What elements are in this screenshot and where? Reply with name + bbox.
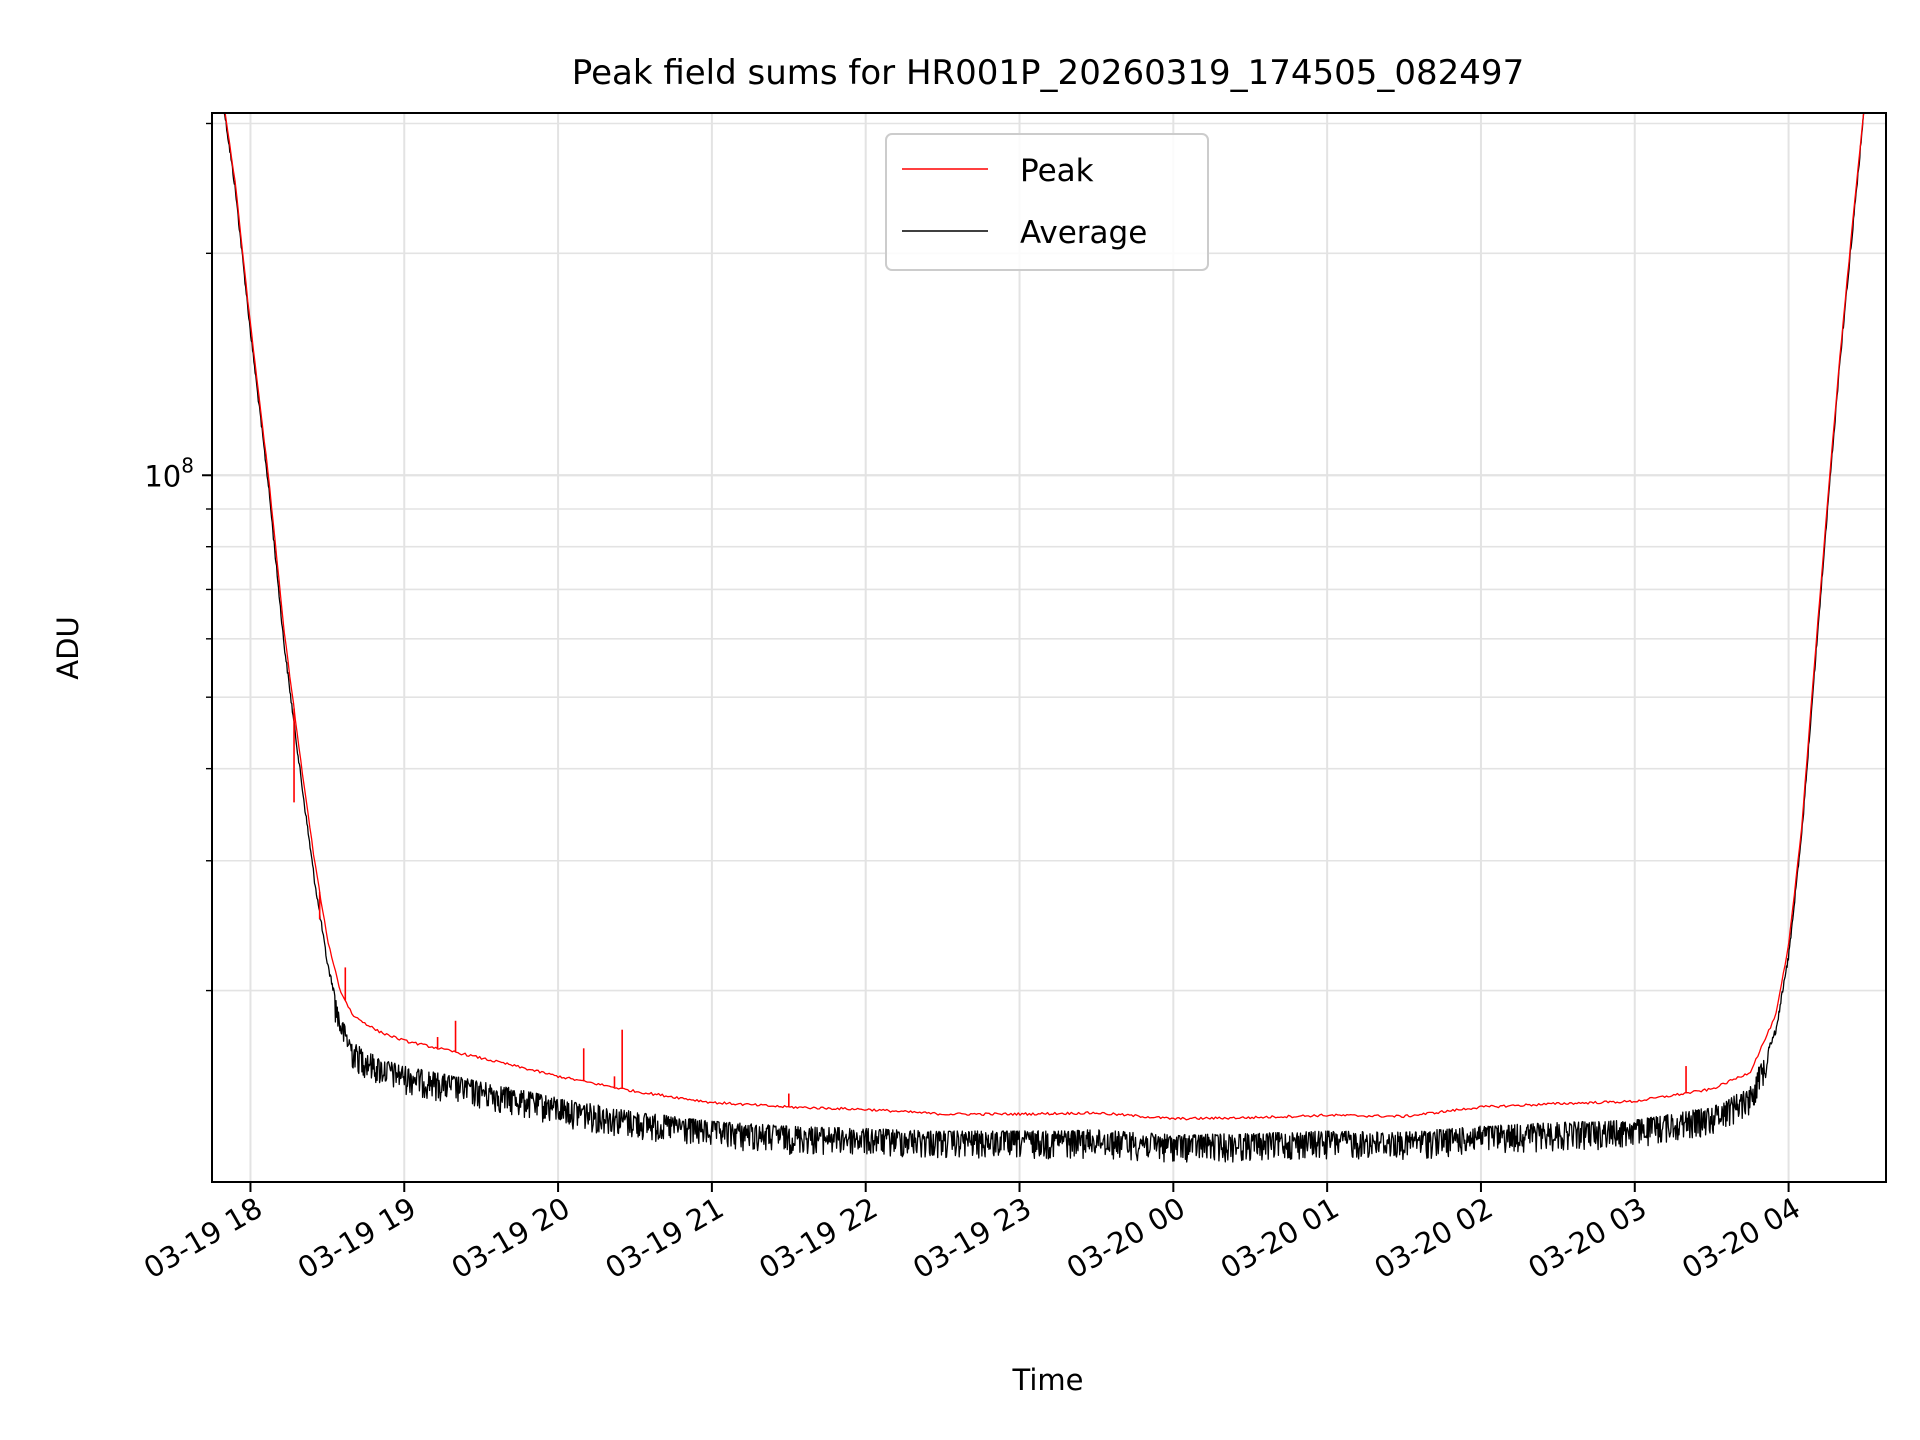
y-tick-label: 108 xyxy=(144,453,194,493)
legend: Peak Average xyxy=(885,133,1209,271)
series-line-peak xyxy=(224,113,1865,1121)
series-line-average xyxy=(223,113,1865,1163)
legend-label-peak: Peak xyxy=(1020,153,1094,189)
chart-title: Peak field sums for HR001P_20260319_1745… xyxy=(572,53,1524,93)
y-axis: 108 xyxy=(144,122,212,992)
x-axis-label: Time xyxy=(1012,1363,1084,1397)
y-axis-label: ADU xyxy=(51,616,85,679)
legend-box xyxy=(885,133,1209,271)
series-layer xyxy=(223,113,1865,1163)
plot-frame xyxy=(211,112,1887,1183)
legend-label-average: Average xyxy=(1020,215,1147,251)
